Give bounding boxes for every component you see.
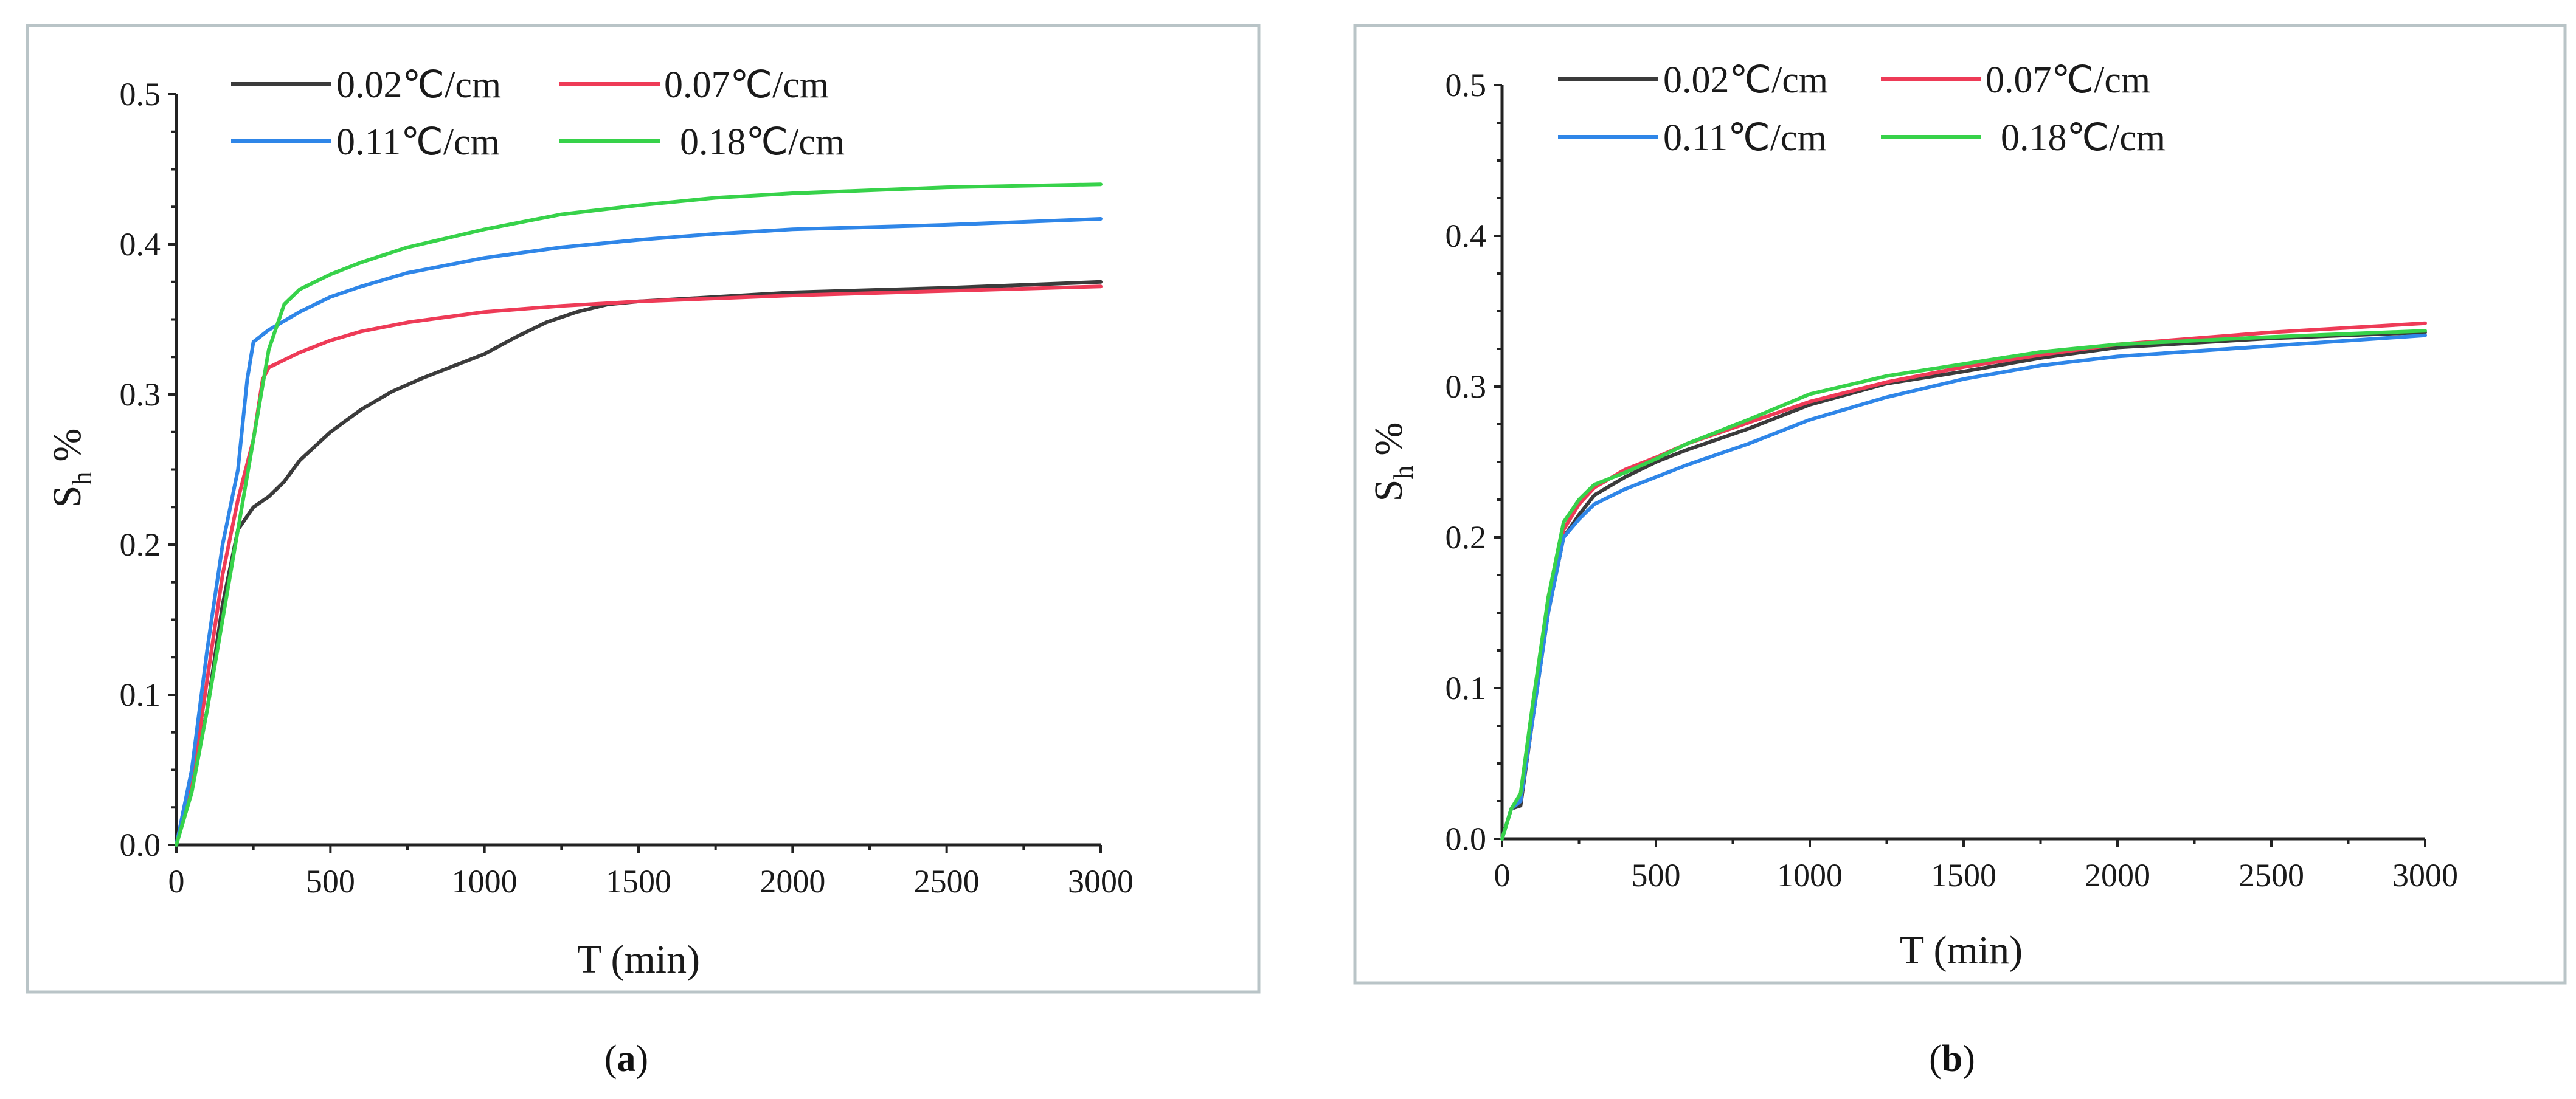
panel-a-series-line-s011 <box>175 217 1103 847</box>
panel-b-x-tick-label: 500 <box>1632 857 1681 894</box>
panel-a-y-tick-label: 0.4 <box>120 226 161 263</box>
panel-a-frame <box>26 24 1261 994</box>
panel-a-legend-label-002: 0.02℃/cm <box>336 64 501 106</box>
panel-a-legend: 0.02℃/cm 0.07℃/cm 0.11℃/cm 0.18℃/cm <box>231 64 845 163</box>
panel-b-legend-label-007: 0.07℃/cm <box>1986 60 2150 101</box>
panel-b-y-tick-label: 0.3 <box>1446 368 1487 405</box>
panel-b-y-tick-label: 0.0 <box>1446 821 1487 857</box>
panel-b-x-tick-label: 2500 <box>2238 857 2304 894</box>
panel-b-legend-label-018: 0.18℃/cm <box>2001 117 2166 159</box>
panel-b-series <box>1500 321 2427 841</box>
panel-b-x-tick-label: 1000 <box>1777 857 1843 894</box>
panel-b-x-tick-label: 0 <box>1494 857 1511 894</box>
panel-a-series-line-s018 <box>175 182 1103 847</box>
panel-b-x-tick-label: 3000 <box>2392 857 2458 894</box>
panel-a-x-tick-label: 2000 <box>760 863 825 900</box>
panel-b-legend: 0.02℃/cm 0.07℃/cm 0.11℃/cm 0.18℃/cm <box>1558 60 2166 159</box>
panel-a-y-ticks: 0.0 0.1 0.2 0.3 0.4 0.5 <box>120 76 176 863</box>
panel-b-x-tick-label: 2000 <box>2085 857 2150 894</box>
panel-a-caption: (a) <box>604 1038 648 1080</box>
panel-a-y-tick-label: 0.0 <box>120 827 161 863</box>
panel-a-series <box>175 182 1103 847</box>
panel-a-legend-label-011: 0.11℃/cm <box>336 122 500 163</box>
panel-a-y-tick-label: 0.1 <box>120 677 161 713</box>
panel-b-legend-label-011: 0.11℃/cm <box>1663 117 1827 159</box>
panel-a-legend-label-018: 0.18℃/cm <box>680 122 845 163</box>
panel-a-x-tick-label: 3000 <box>1068 863 1134 900</box>
panel-b: 0.0 0.1 0.2 0.3 0.4 0.5 0 500 1000 1500 2000 2500 3… <box>1353 24 2567 1080</box>
panel-a: 0.0 0.1 0.2 0.3 0.4 0.5 0 500 1000 1500 2000 2500 3… <box>26 24 1261 1080</box>
panel-a-series-line-s007 <box>175 284 1103 847</box>
panel-b-frame <box>1353 24 2567 985</box>
panel-b-y-tick-label: 0.2 <box>1446 519 1487 556</box>
panel-b-series-line-s018 <box>1500 329 2427 841</box>
panel-b-legend-label-002: 0.02℃/cm <box>1663 60 1828 101</box>
panel-a-y-tick-label: 0.3 <box>120 376 161 413</box>
panel-a-legend-label-007: 0.07℃/cm <box>664 64 829 106</box>
panel-b-caption: (b) <box>1929 1038 1975 1080</box>
panel-b-series-line-s007 <box>1500 321 2427 841</box>
panel-a-series-line-s002 <box>175 280 1103 847</box>
panel-b-x-ticks: 0 500 1000 1500 2000 2500 3000 <box>1494 839 2458 894</box>
panel-b-series-line-s002 <box>1500 330 2427 841</box>
panel-b-y-tick-label: 0.1 <box>1446 670 1487 706</box>
panel-a-y-tick-label: 0.5 <box>120 76 161 112</box>
panel-a-x-tick-label: 0 <box>168 863 185 900</box>
panel-b-y-tick-label: 0.4 <box>1446 218 1487 254</box>
panel-a-x-axis-label: T (min) <box>577 937 700 982</box>
panel-a-x-tick-label: 1000 <box>452 863 518 900</box>
panel-b-x-axis-label: T (min) <box>1900 928 2023 973</box>
panel-a-x-tick-label: 2500 <box>914 863 980 900</box>
panel-b-y-ticks: 0.0 0.1 0.2 0.3 0.4 0.5 <box>1446 67 1502 857</box>
panel-a-x-tick-label: 500 <box>306 863 355 900</box>
panel-a-y-tick-label: 0.2 <box>120 526 161 563</box>
panel-b-y-tick-label: 0.5 <box>1446 67 1487 103</box>
panel-b-x-tick-label: 1500 <box>1931 857 1996 894</box>
panel-a-x-tick-label: 1500 <box>606 863 671 900</box>
panel-b-series-line-s011 <box>1500 333 2427 841</box>
panel-b-y-axis-label: Sh% <box>1366 422 1419 502</box>
panel-a-y-axis-label: Sh% <box>45 429 97 508</box>
panel-a-x-ticks: 0 500 1000 1500 2000 2500 3000 <box>168 845 1134 900</box>
